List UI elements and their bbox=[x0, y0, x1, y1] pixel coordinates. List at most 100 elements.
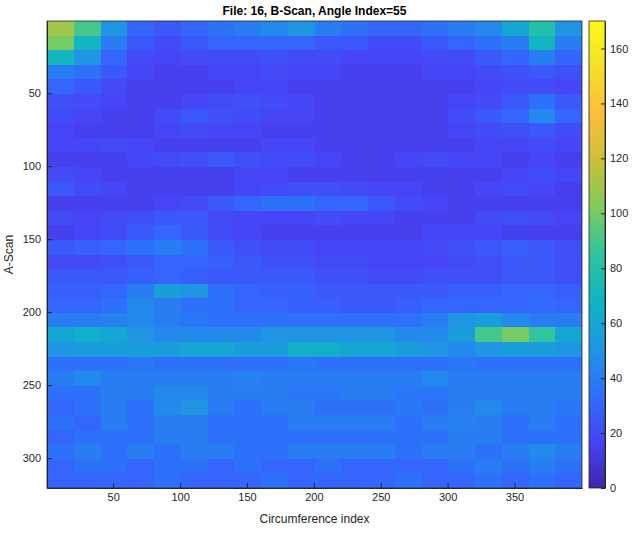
heatmap-cell bbox=[448, 371, 475, 386]
heatmap-cell bbox=[475, 152, 502, 167]
heatmap-cell bbox=[47, 327, 74, 342]
tick: 250 bbox=[372, 483, 390, 503]
heatmap-cell bbox=[74, 357, 101, 372]
heatmap-cell bbox=[101, 459, 128, 474]
heatmap-cell bbox=[74, 400, 101, 415]
tick: 0 bbox=[601, 482, 616, 494]
heatmap-cell bbox=[74, 327, 101, 342]
tick-mark bbox=[601, 378, 605, 379]
heatmap-cell bbox=[422, 240, 449, 255]
tick-mark bbox=[601, 323, 605, 324]
heatmap-cell bbox=[181, 138, 208, 153]
heatmap-cell bbox=[47, 182, 74, 197]
heatmap-cell bbox=[127, 240, 154, 255]
heatmap-cell bbox=[288, 94, 315, 109]
heatmap-cell bbox=[47, 94, 74, 109]
heatmap-cell bbox=[315, 357, 342, 372]
heatmap-cell bbox=[47, 313, 74, 328]
heatmap-cell bbox=[47, 400, 74, 415]
heatmap-cell bbox=[422, 269, 449, 284]
tick: 50 bbox=[29, 87, 52, 99]
heatmap-cell bbox=[288, 211, 315, 226]
heatmap-cell bbox=[181, 225, 208, 240]
heatmap-cell bbox=[395, 269, 422, 284]
heatmap-cell bbox=[502, 21, 529, 36]
heatmap-cell bbox=[422, 79, 449, 94]
heatmap-cell bbox=[395, 94, 422, 109]
heatmap-cell bbox=[74, 386, 101, 401]
heatmap-cell bbox=[181, 342, 208, 357]
heatmap-cell bbox=[395, 211, 422, 226]
heatmap-cell bbox=[74, 167, 101, 182]
heatmap-cell bbox=[502, 342, 529, 357]
heatmap-cell bbox=[47, 430, 74, 445]
heatmap-cell bbox=[208, 225, 235, 240]
heatmap-cell bbox=[555, 225, 582, 240]
tick-label: 160 bbox=[610, 42, 628, 54]
heatmap-cell bbox=[154, 459, 181, 474]
heatmap-cell bbox=[422, 36, 449, 51]
heatmap-cell bbox=[368, 152, 395, 167]
heatmap-cell bbox=[555, 371, 582, 386]
heatmap-cell bbox=[341, 152, 368, 167]
heatmap-cell bbox=[47, 240, 74, 255]
heatmap-cell bbox=[181, 357, 208, 372]
heatmap-cell bbox=[341, 94, 368, 109]
heatmap-cell bbox=[448, 196, 475, 211]
heatmap-cell bbox=[475, 284, 502, 299]
tick-label: 140 bbox=[610, 97, 628, 109]
heatmap-cell bbox=[127, 65, 154, 80]
heatmap-cell bbox=[288, 138, 315, 153]
heatmap-cell bbox=[475, 240, 502, 255]
heatmap-cell bbox=[448, 138, 475, 153]
axis-line bbox=[605, 22, 606, 489]
heatmap-cell bbox=[341, 50, 368, 65]
heatmap-cell bbox=[288, 313, 315, 328]
heatmap-cell bbox=[529, 138, 556, 153]
heatmap-cell bbox=[101, 415, 128, 430]
heatmap-cell bbox=[288, 65, 315, 80]
heatmap-cell bbox=[368, 298, 395, 313]
heatmap-cell bbox=[475, 415, 502, 430]
heatmap-cell bbox=[261, 473, 288, 488]
heatmap-cell bbox=[555, 298, 582, 313]
heatmap-cell bbox=[475, 342, 502, 357]
heatmap-cell bbox=[529, 182, 556, 197]
heatmap-cell bbox=[208, 284, 235, 299]
heatmap-cell bbox=[181, 313, 208, 328]
heatmap-cell bbox=[475, 400, 502, 415]
heatmap-cell bbox=[127, 182, 154, 197]
heatmap-cell bbox=[555, 342, 582, 357]
heatmap-cell bbox=[315, 342, 342, 357]
tick-mark bbox=[113, 483, 114, 488]
heatmap-cell bbox=[261, 240, 288, 255]
heatmap-cell bbox=[234, 444, 261, 459]
heatmap-cell bbox=[315, 444, 342, 459]
heatmap-cell bbox=[395, 342, 422, 357]
heatmap-cell bbox=[208, 430, 235, 445]
heatmap-cell bbox=[368, 473, 395, 488]
heatmap-cell bbox=[368, 357, 395, 372]
heatmap-cell bbox=[422, 167, 449, 182]
heatmap-cell bbox=[502, 400, 529, 415]
heatmap-cell bbox=[154, 255, 181, 270]
heatmap-cell bbox=[261, 444, 288, 459]
heatmap-cell bbox=[368, 123, 395, 138]
heatmap-cell bbox=[395, 79, 422, 94]
heatmap-cell bbox=[368, 342, 395, 357]
heatmap-cell bbox=[47, 342, 74, 357]
heatmap-cell bbox=[448, 21, 475, 36]
heatmap-cell bbox=[395, 21, 422, 36]
heatmap-cell bbox=[368, 109, 395, 124]
heatmap-cell bbox=[475, 459, 502, 474]
heatmap-cell bbox=[475, 386, 502, 401]
heatmap-cell bbox=[422, 459, 449, 474]
heatmap-cell bbox=[395, 152, 422, 167]
heatmap-cell bbox=[127, 211, 154, 226]
heatmap-cell bbox=[529, 167, 556, 182]
heatmap-cell bbox=[288, 444, 315, 459]
heatmap-cell bbox=[127, 109, 154, 124]
heatmap-cell bbox=[234, 50, 261, 65]
heatmap-cell bbox=[101, 65, 128, 80]
heatmap-cell bbox=[475, 50, 502, 65]
